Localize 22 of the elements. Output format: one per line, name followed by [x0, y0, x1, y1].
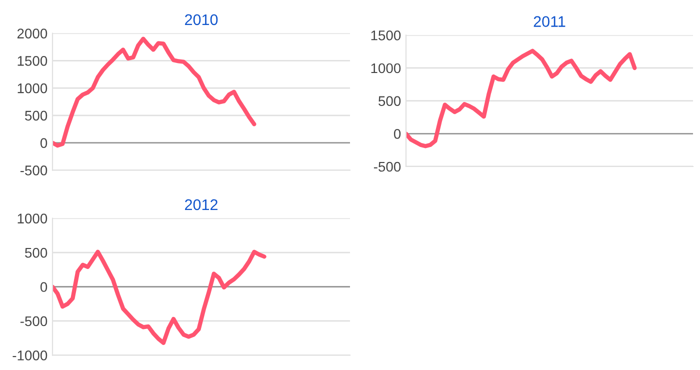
- y-tick-label: 500: [25, 248, 48, 258]
- y-tick-label: -500: [20, 166, 48, 176]
- y-tick-label: -1000: [12, 350, 48, 360]
- y-tick-label: 1500: [18, 56, 48, 66]
- y-tick-label: -500: [374, 162, 401, 172]
- y-tick-label: 0: [394, 128, 401, 139]
- y-tick-label: 1000: [18, 83, 48, 94]
- chart-title: 2010: [185, 14, 218, 26]
- chart-title: 2012: [185, 199, 218, 210]
- y-tick-label: -500: [20, 316, 48, 326]
- line-series: [406, 48, 637, 148]
- y-tick-label: 1000: [18, 214, 48, 224]
- chart-title: 2011: [534, 16, 566, 27]
- y-tick-label: 0: [40, 282, 48, 292]
- line-series: [52, 250, 266, 345]
- y-tick-label: 1500: [371, 30, 401, 40]
- y-tick-label: 500: [25, 110, 48, 121]
- y-tick-label: 1000: [371, 63, 401, 74]
- y-tick-label: 0: [40, 138, 48, 148]
- y-tick-label: 500: [378, 96, 401, 106]
- line-series: [52, 36, 256, 148]
- y-tick-label: 2000: [17, 28, 48, 38]
